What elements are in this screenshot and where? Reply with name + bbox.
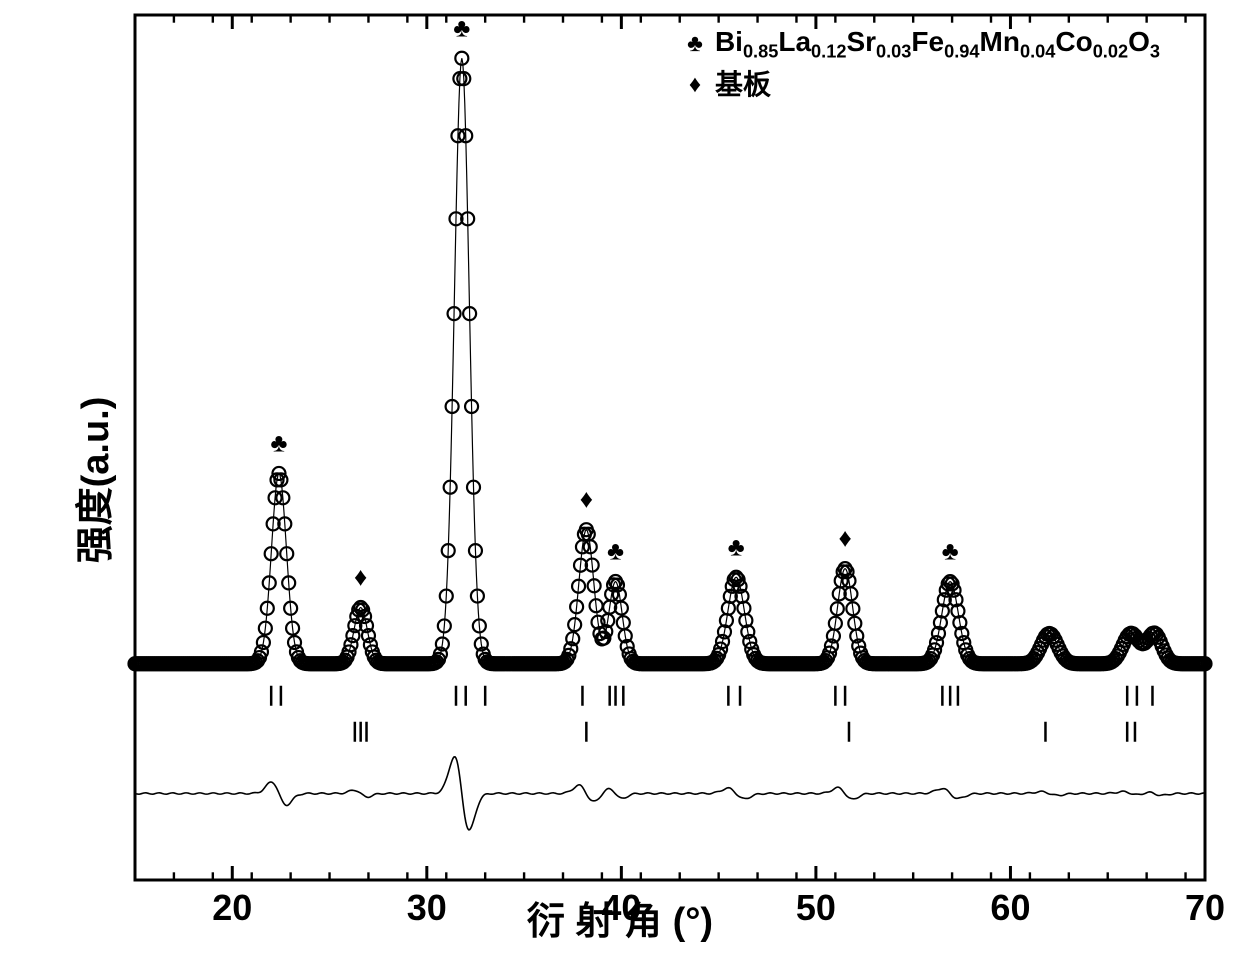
data-markers [129,52,1212,671]
y-axis-label: 强度(a.u.) [64,397,119,564]
svg-text:♦: ♦ [354,562,367,592]
svg-text:30: 30 [407,887,447,928]
svg-text:♣: ♣ [728,531,745,561]
xrd-chart-svg: 203040506070♣♦♣♦♣♣♦♣ [0,0,1240,957]
svg-text:50: 50 [796,887,836,928]
svg-text:♦: ♦ [838,523,851,553]
diamond-icon: ♦ [681,68,709,102]
svg-text:♣: ♣ [607,536,624,566]
svg-text:♣: ♣ [270,427,287,457]
legend: ♣ Bi0.85La0.12Sr0.03Fe0.94Mn0.04Co0.02O3… [681,22,1160,104]
svg-text:♣: ♣ [942,536,959,566]
chart-container: 203040506070♣♦♣♦♣♣♦♣ 强度(a.u.) 衍 射 角 (°) … [0,0,1240,957]
svg-text:60: 60 [990,887,1030,928]
legend-entry-phase: ♣ Bi0.85La0.12Sr0.03Fe0.94Mn0.04Co0.02O3 [681,22,1160,65]
legend-text-phase: Bi0.85La0.12Sr0.03Fe0.94Mn0.04Co0.02O3 [715,22,1160,65]
x-axis-label: 衍 射 角 (°) [527,890,713,945]
legend-text-substrate: 基板 [715,65,771,104]
svg-text:♣: ♣ [453,12,470,42]
svg-text:20: 20 [212,887,252,928]
svg-text:♦: ♦ [580,484,593,514]
club-icon: ♣ [681,27,709,61]
svg-text:70: 70 [1185,887,1225,928]
legend-entry-substrate: ♦ 基板 [681,65,1160,104]
